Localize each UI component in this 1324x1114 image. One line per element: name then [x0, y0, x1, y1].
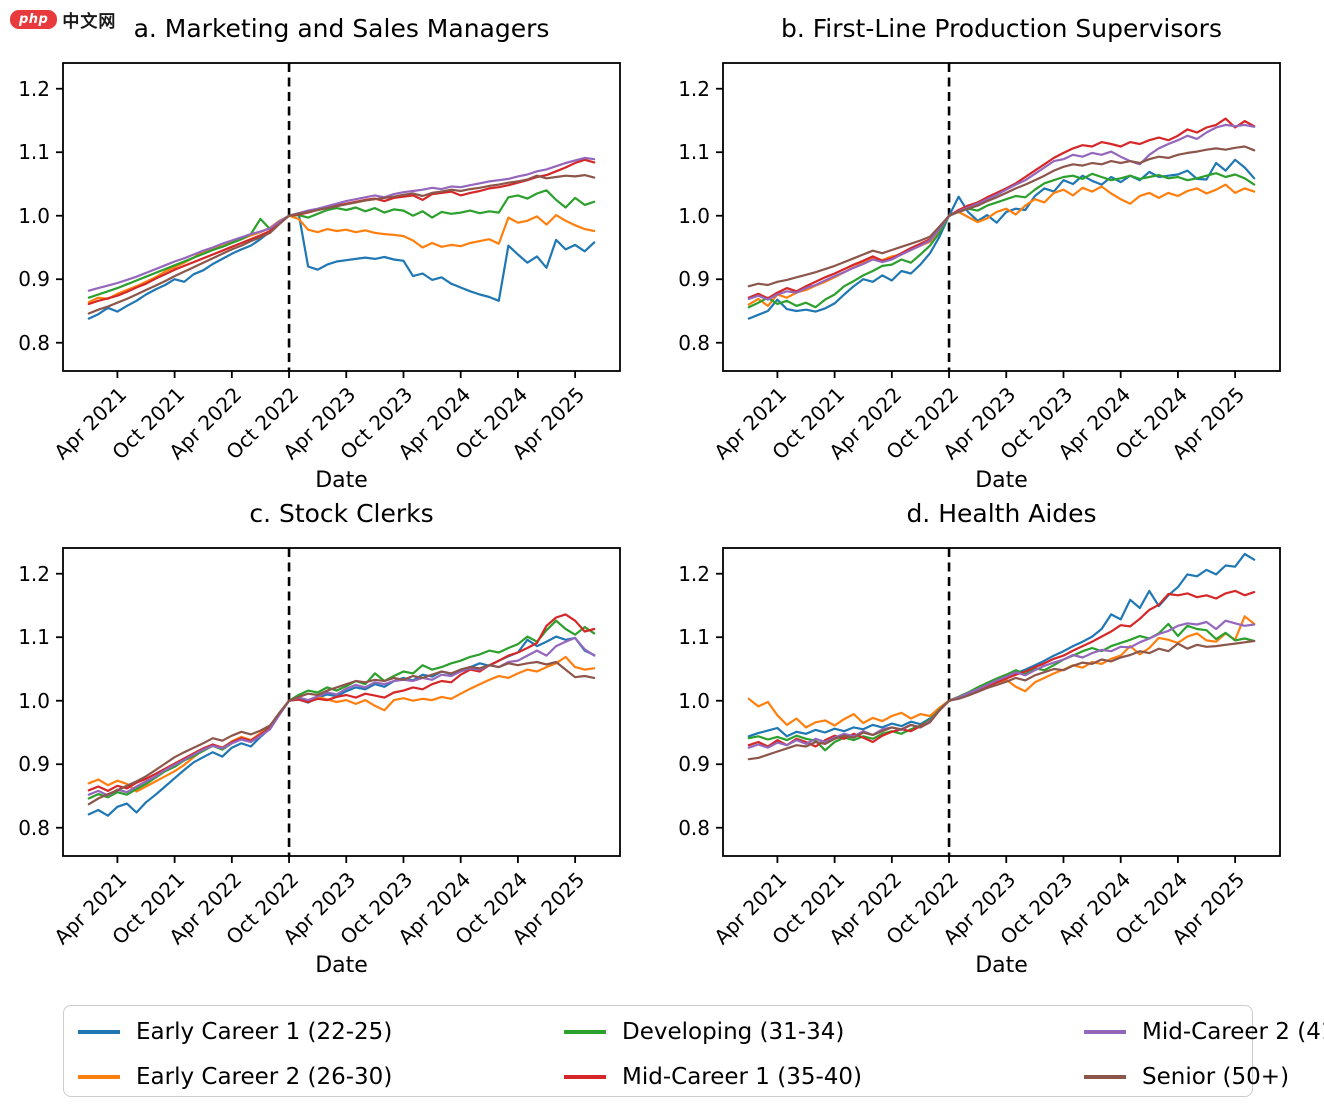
series-line — [747, 158, 1256, 320]
plot-area-c — [56, 547, 621, 863]
watermark-site-name: 中文网 — [62, 12, 117, 32]
y-tick-label: 1.2 — [18, 561, 50, 586]
line-swatch-icon — [1084, 1075, 1126, 1079]
subplot-a: a. Marketing and Sales Managers Date 0.8… — [0, 0, 662, 493]
series-line — [87, 619, 596, 800]
series-line — [747, 639, 1256, 761]
legend-label: Mid-Career 2 (41-49) — [1142, 1019, 1324, 1045]
legend-label: Senior (50+) — [1142, 1064, 1290, 1090]
series-line — [747, 622, 1256, 752]
chart-title-b: b. First-Line Production Supervisors — [780, 14, 1222, 43]
series-line — [747, 145, 1256, 288]
axes-border — [62, 62, 621, 372]
line-swatch-icon — [564, 1075, 606, 1079]
y-tick-label: 0.9 — [18, 267, 50, 292]
y-tick-label: 1.1 — [678, 140, 710, 165]
series-line — [747, 183, 1256, 307]
axes-border — [62, 547, 621, 857]
watermark: php 中文网 — [10, 7, 116, 32]
series-line — [747, 619, 1256, 749]
y-tick-label: 0.8 — [678, 330, 710, 355]
series-line — [87, 655, 596, 793]
legend-label: Mid-Career 1 (35-40) — [622, 1064, 863, 1090]
y-tick-label: 1.0 — [678, 203, 710, 228]
series-line — [87, 636, 596, 797]
series-line — [87, 156, 596, 292]
legend-item: Developing (31-34) — [564, 1013, 862, 1051]
y-tick-label: 1.0 — [18, 203, 50, 228]
legend-column: Developing (31-34) Mid-Career 1 (35-40) — [564, 1006, 862, 1098]
legend-label: Early Career 1 (22-25) — [136, 1019, 393, 1045]
legend-label: Early Career 2 (26-30) — [136, 1064, 393, 1090]
subplot-d: d. Health Aides Date 0.8 0.9 1.0 1.1 1.2 Apr … — [660, 485, 1322, 978]
legend-item: Mid-Career 1 (35-40) — [564, 1058, 862, 1096]
y-tick-label: 1.1 — [18, 625, 50, 650]
x-axis-label-c: Date — [315, 953, 368, 978]
php-logo-icon: php — [10, 10, 58, 29]
line-swatch-icon — [78, 1030, 120, 1034]
chart-axes-b — [716, 62, 1281, 378]
y-tick-label: 1.2 — [678, 76, 710, 101]
y-tick-label: 0.8 — [18, 330, 50, 355]
chart-axes-d — [716, 547, 1281, 863]
series-line — [87, 635, 596, 817]
y-tick-label: 0.8 — [18, 815, 50, 840]
chart-title-d: d. Health Aides — [906, 499, 1097, 528]
series-line — [747, 615, 1256, 729]
y-tick-label: 1.0 — [18, 688, 50, 713]
legend-item: Mid-Career 2 (41-49) — [1084, 1013, 1324, 1051]
x-axis-label-b: Date — [975, 468, 1028, 493]
chart-axes-c — [56, 547, 621, 863]
series-line — [87, 189, 596, 299]
series-line — [87, 212, 596, 320]
series-line — [747, 123, 1256, 301]
chart-axes-a — [56, 62, 621, 378]
series-line — [87, 214, 596, 304]
series-line — [87, 660, 596, 806]
x-axis-label-d: Date — [975, 953, 1028, 978]
y-tick-label: 1.1 — [678, 625, 710, 650]
series-line — [747, 172, 1256, 309]
series-line — [747, 589, 1256, 748]
y-tick-label: 0.9 — [18, 752, 50, 777]
series-line — [87, 613, 596, 792]
series-line — [87, 173, 596, 315]
y-tick-label: 1.2 — [678, 561, 710, 586]
legend-column: Early Career 1 (22-25) Early Career 2 (2… — [78, 1006, 392, 1098]
line-swatch-icon — [1084, 1030, 1126, 1034]
y-tick-label: 1.1 — [18, 140, 50, 165]
line-swatch-icon — [564, 1030, 606, 1034]
chart-title-c: c. Stock Clerks — [249, 499, 434, 528]
x-axis-label-a: Date — [315, 468, 368, 493]
legend-column: Mid-Career 2 (41-49) Senior (50+) — [1084, 1006, 1324, 1098]
legend-item: Early Career 1 (22-25) — [78, 1013, 392, 1051]
line-swatch-icon — [78, 1075, 120, 1079]
subplot-b: b. First-Line Production Supervisors Dat… — [660, 0, 1322, 493]
axes-border — [722, 547, 1281, 857]
series-line — [747, 117, 1256, 300]
y-tick-label: 1.2 — [18, 76, 50, 101]
series-line — [747, 552, 1256, 738]
legend-label: Developing (31-34) — [622, 1019, 845, 1045]
subplot-c: c. Stock Clerks Date 0.8 0.9 1.0 1.1 1.2 Apr … — [0, 485, 662, 978]
plot-area-d — [716, 547, 1281, 863]
axes-border — [722, 62, 1281, 372]
chart-title-a: a. Marketing and Sales Managers — [133, 14, 550, 43]
y-tick-label: 1.0 — [678, 688, 710, 713]
y-tick-label: 0.9 — [678, 267, 710, 292]
plot-area-b — [716, 62, 1281, 378]
y-tick-label: 0.9 — [678, 752, 710, 777]
chart-legend: Early Career 1 (22-25) Early Career 2 (2… — [63, 1005, 1324, 1098]
legend-item: Early Career 2 (26-30) — [78, 1058, 392, 1096]
plot-area-a — [56, 62, 621, 378]
legend-item: Senior (50+) — [1084, 1058, 1324, 1096]
y-tick-label: 0.8 — [678, 815, 710, 840]
